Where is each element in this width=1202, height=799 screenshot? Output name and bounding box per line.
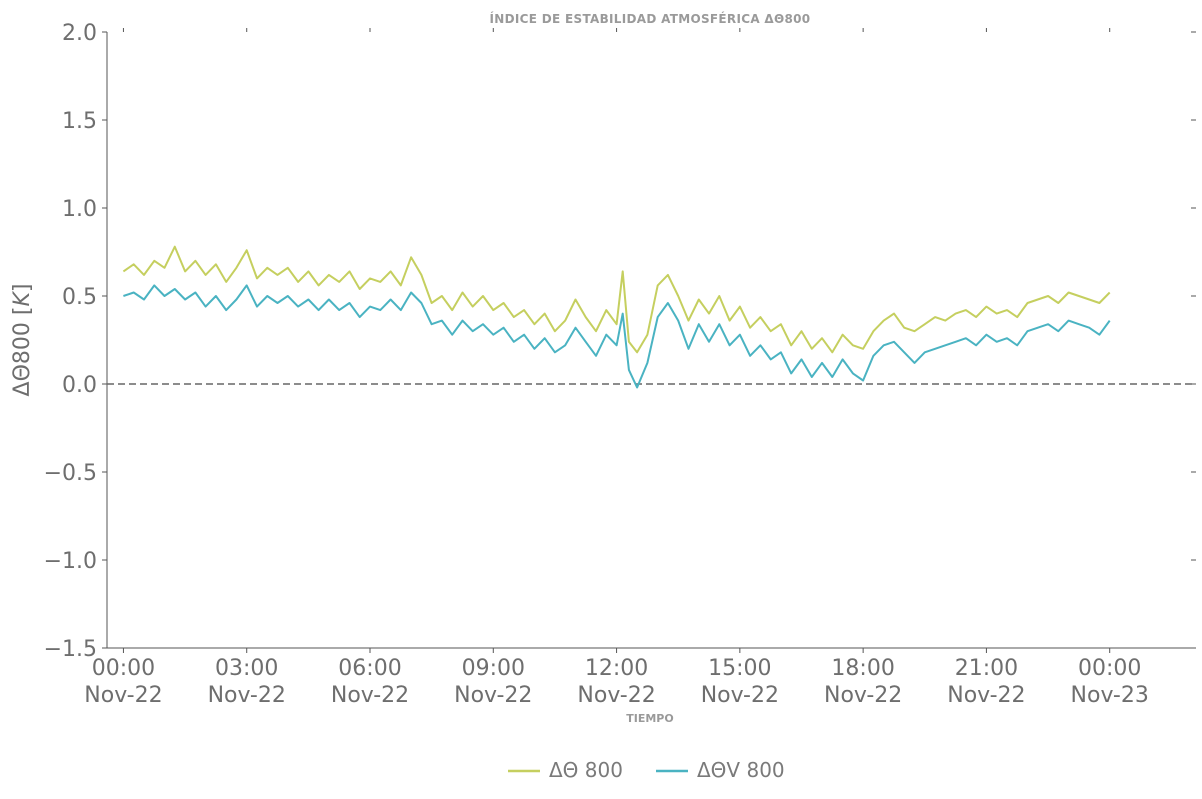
- x-tick-label-time: 00:00: [92, 656, 155, 681]
- x-tick-label-time: 18:00: [831, 656, 894, 681]
- series-line-0: [122, 245, 1111, 354]
- x-tick-label-time: 03:00: [215, 656, 278, 681]
- x-tick-label-date: Nov-22: [331, 683, 409, 708]
- series-line-1: [123, 284, 1111, 389]
- y-tick-label: −1.0: [44, 549, 97, 574]
- series-group: [122, 245, 1111, 389]
- chart-title: ÍNDICE DE ESTABILIDAD ATMOSFÉRICA ΔΘ800: [490, 11, 811, 26]
- y-tick-label: −1.5: [44, 637, 97, 662]
- x-tick-label-time: 06:00: [338, 656, 401, 681]
- x-tick-label-time: 12:00: [585, 656, 648, 681]
- y-tick-label: 1.0: [62, 197, 97, 222]
- x-ticks: 00:00Nov-2203:00Nov-2206:00Nov-2209:00No…: [84, 28, 1149, 708]
- x-tick-label-date: Nov-22: [824, 683, 902, 708]
- legend-label-delta-theta-v: ΔΘV 800: [697, 758, 785, 782]
- x-tick-label-date: Nov-22: [947, 683, 1025, 708]
- x-tick-label-time: 15:00: [708, 656, 771, 681]
- x-tick-label-time: 21:00: [955, 656, 1018, 681]
- y-tick-label: 1.5: [62, 109, 97, 134]
- y-ticks: −1.5 −1.0 −0.5 0.0 0.5 1.0 1.5 2.0: [44, 21, 1196, 662]
- x-tick-label-date: Nov-23: [1071, 683, 1149, 708]
- y-axis-label-close: ]: [10, 284, 35, 293]
- x-axis-label: TIEMPO: [626, 712, 673, 725]
- y-tick-label: 0.5: [62, 285, 97, 310]
- y-tick-label: −0.5: [44, 461, 97, 486]
- x-tick-label-time: 00:00: [1078, 656, 1141, 681]
- y-axis-label: ΔΘ800 [K]: [10, 284, 35, 397]
- x-tick-label-date: Nov-22: [454, 683, 532, 708]
- x-tick-label-date: Nov-22: [208, 683, 286, 708]
- y-axis-label-main: ΔΘ800 [: [10, 307, 35, 397]
- y-tick-label: 2.0: [62, 21, 97, 46]
- y-axis-label-unit: K: [10, 291, 35, 307]
- x-tick-label-date: Nov-22: [84, 683, 162, 708]
- x-tick-label-date: Nov-22: [701, 683, 779, 708]
- y-tick-label: 0.0: [62, 373, 97, 398]
- x-tick-label-date: Nov-22: [577, 683, 655, 708]
- legend: ΔΘ 800 ΔΘV 800: [508, 758, 785, 782]
- legend-label-delta-theta: ΔΘ 800: [549, 758, 623, 782]
- x-tick-label-time: 09:00: [462, 656, 525, 681]
